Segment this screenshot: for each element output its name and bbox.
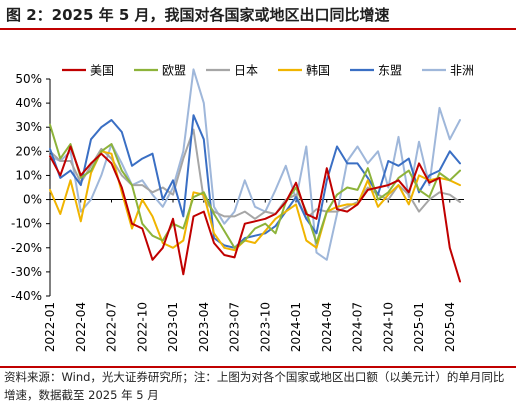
legend-label: 日本 xyxy=(234,64,258,78)
y-tick-label: 50% xyxy=(15,72,42,86)
series-line-欧盟 xyxy=(49,123,461,249)
chart-series-lines xyxy=(49,68,461,283)
chart-axes: -40% -30% -20% -10% 0% 10% 20% 30% 40% 50% 2022-01… xyxy=(11,72,464,352)
y-tick-label: 40% xyxy=(15,96,42,110)
source-rule xyxy=(0,366,516,368)
x-tick-label: 2023-01 xyxy=(166,302,180,352)
x-tick-label: 2024-01 xyxy=(289,302,303,352)
legend-label: 韩国 xyxy=(306,63,330,78)
y-tick-label: -40% xyxy=(11,289,42,303)
series-line-非洲 xyxy=(49,68,461,261)
legend-label: 非洲 xyxy=(450,64,474,78)
legend-label: 美国 xyxy=(90,64,114,78)
y-tick-label: 0% xyxy=(23,193,42,207)
x-tick-label: 2023-10 xyxy=(258,302,272,352)
y-tick-label: -30% xyxy=(11,265,42,279)
chart-title: 图 2：2025 年 5 月，我国对各国家或地区出口同比增速 xyxy=(6,6,390,24)
x-tick-label: 2022-04 xyxy=(74,302,88,352)
x-tick-label: 2022-01 xyxy=(43,302,57,352)
x-tick-label: 2022-10 xyxy=(135,302,149,352)
line-chart: -40% -30% -20% -10% 0% 10% 20% 30% 40% 50% 2022-01… xyxy=(11,63,474,353)
x-tick-label: 2024-04 xyxy=(320,302,334,352)
x-tick-label: 2024-07 xyxy=(351,302,365,352)
y-tick-label: 20% xyxy=(15,144,42,158)
y-tick-label: -20% xyxy=(11,241,42,255)
x-tick-label: 2024-10 xyxy=(381,302,395,352)
source-note: 资料来源：Wind，光大证券研究所；注：上图为对各个国家或地区出口额（以美元计）… xyxy=(4,370,505,402)
series-line-东盟 xyxy=(49,114,461,249)
y-tick-label: 30% xyxy=(15,120,42,134)
x-tick-label: 2022-07 xyxy=(105,302,119,352)
x-tick-label: 2025-01 xyxy=(412,302,426,352)
title-rule xyxy=(0,28,516,30)
x-tick-label: 2023-07 xyxy=(228,302,242,352)
y-tick-label: -10% xyxy=(11,217,42,231)
series-line-美国 xyxy=(49,145,461,283)
legend-label: 欧盟 xyxy=(162,64,186,78)
y-tick-label: 10% xyxy=(15,168,42,182)
x-tick-label: 2025-04 xyxy=(443,302,457,352)
legend-label: 东盟 xyxy=(378,64,402,78)
x-tick-label: 2023-04 xyxy=(197,302,211,352)
chart-legend: 美国 欧盟 日本 韩国 东盟 非洲 xyxy=(62,63,474,78)
series-line-日本 xyxy=(49,128,461,220)
